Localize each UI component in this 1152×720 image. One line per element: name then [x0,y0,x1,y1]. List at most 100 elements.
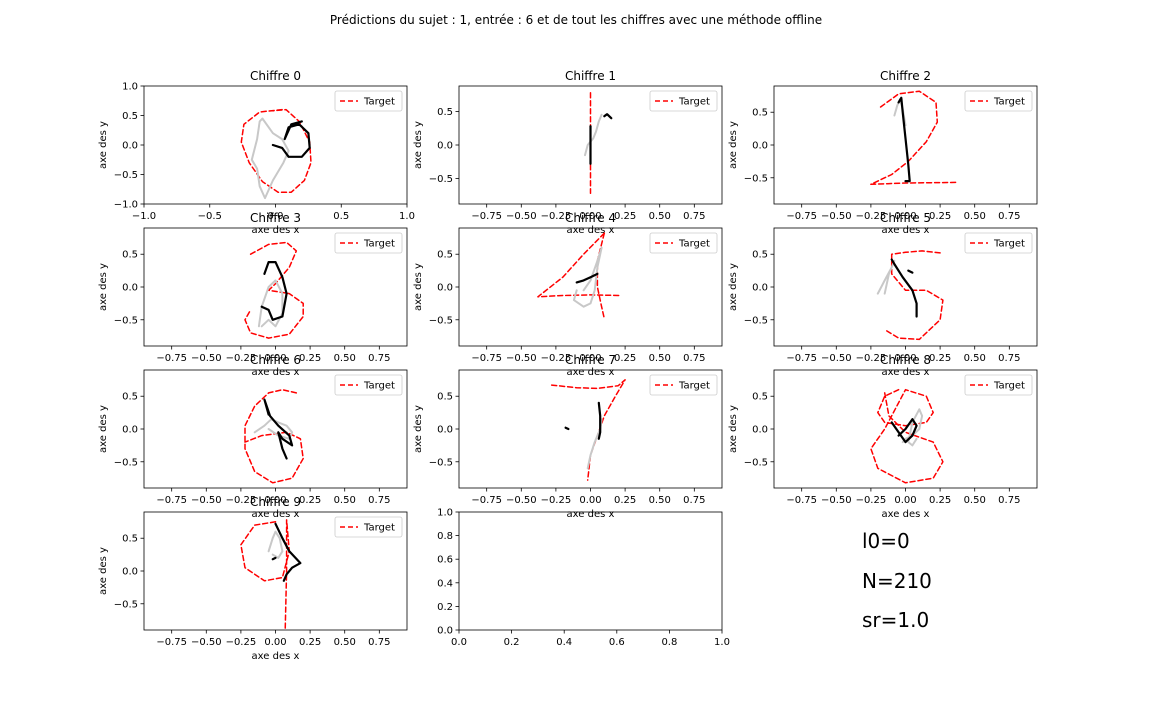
y-axis-label-7: axe des y [413,405,424,453]
legend-box-1 [649,90,718,112]
plot-area-5 [876,250,944,341]
y-axis-label-6: axe des y [98,405,109,453]
legend-label-4: Target [678,239,710,250]
plot-area-9 [240,519,302,630]
y-tick-label-2-0: 0.5 [752,108,768,119]
x-tick-label-9-0: −0.75 [156,637,187,648]
input-line-1-1 [584,113,603,157]
y-tick-label-0-2: 0.0 [122,141,138,152]
x-tick-label-0-3: 0.5 [333,211,349,222]
input-line-5-1 [876,259,896,295]
param-l0: l0=0 [862,529,910,553]
prediction-line-0-2 [271,120,311,158]
x-tick-label-2-1: −0.50 [821,211,852,222]
subplot-7: −0.75 −0.50 −0.25 0.00 0.25 0.50 0.75 0.5 0.0 −0.… [413,353,723,520]
parameter-annotations: l0=0 N=210 sr=1.0 [862,529,932,632]
prediction-line-6-2 [263,398,294,460]
x-tick-label-8-1: −0.50 [821,495,852,506]
x-tick-label-2-5: 0.50 [964,211,986,222]
param-n: N=210 [862,569,932,593]
y-tick-label-8-0: 0.5 [752,392,768,403]
prediction-line-7-2 [597,401,602,440]
x-tick-label-8-0: −0.75 [786,495,817,506]
y-tick-label-10-3: 0.6 [437,555,453,566]
x-tick-label-0-1: −0.5 [198,211,222,222]
legend-3: Target [334,232,403,254]
y-tick-label-5-2: −0.5 [744,315,768,326]
x-tick-label-1-4: 0.25 [614,211,636,222]
legend-box-3 [334,232,403,254]
x-tick-label-8-2: −0.25 [856,495,887,506]
y-tick-label-9-2: −0.5 [114,599,138,610]
target-line-0-0 [240,108,312,193]
x-tick-label-10-3: 0.6 [609,637,625,648]
legend-6: Target [334,374,403,396]
prediction-line-2-2 [897,96,911,183]
x-tick-label-9-2: −0.25 [226,637,257,648]
legend-box-0 [334,90,403,112]
legend-label-5: Target [993,239,1025,250]
x-tick-label-8-6: 0.75 [998,495,1020,506]
x-tick-label-8-5: 0.50 [964,495,986,506]
param-sr: sr=1.0 [862,608,929,632]
x-tick-label-2-2: −0.25 [856,211,887,222]
legend-8: Target [964,374,1033,396]
x-tick-label-6-2: −0.25 [226,495,257,506]
y-tick-label-7-2: −0.5 [429,457,453,468]
target-line-4-0 [537,232,622,298]
y-tick-label-7-0: 0.5 [437,392,453,403]
y-tick-label-3-2: −0.5 [114,315,138,326]
subplot-title-9: Chiffre 9 [250,495,301,509]
legend-label-2: Target [993,97,1025,108]
x-tick-label-4-5: 0.50 [649,353,671,364]
x-tick-label-4-3: 0.00 [579,353,601,364]
plot-area-7 [550,379,626,481]
y-axis-label-2: axe des y [728,121,739,169]
legend-2: Target [964,90,1033,112]
legend-9: Target [334,516,403,538]
y-axis-label-4: axe des y [413,263,424,311]
x-tick-label-1-5: 0.50 [649,211,671,222]
x-tick-label-7-3: 0.00 [579,495,601,506]
x-tick-label-6-3: 0.00 [264,495,286,506]
y-tick-label-0-3: −0.5 [114,170,138,181]
x-tick-label-5-6: 0.75 [998,353,1020,364]
y-tick-label-10-2: 0.4 [437,578,453,589]
x-tick-label-6-1: −0.50 [191,495,222,506]
input-line-8-1 [901,408,924,447]
x-axis-label-7: axe des x [567,509,615,520]
x-axis-label-3: axe des x [252,367,300,378]
input-line-3-1 [257,279,284,328]
x-axis-label-2: axe des x [882,225,930,236]
x-tick-label-5-0: −0.75 [786,353,817,364]
y-axis-label-8: axe des y [728,405,739,453]
x-tick-label-1-2: −0.25 [541,211,572,222]
x-tick-label-9-3: 0.00 [264,637,286,648]
prediction-line-5-2 [890,258,918,318]
x-tick-label-4-0: −0.75 [471,353,502,364]
subplot-0: −1.0 −0.5 0.0 0.5 1.0 1.0 0.5 0.0 −0.5 −1.0 axe de… [98,69,415,236]
subplot-3: −0.75 −0.50 −0.25 0.00 0.25 0.50 0.75 0.5 0.0 −0.… [98,211,408,378]
legend-box-5 [964,232,1033,254]
y-tick-label-10-4: 0.8 [437,531,453,542]
y-tick-label-2-1: 0.0 [752,141,768,152]
legend-label-9: Target [363,523,395,534]
prediction-line-8-2 [890,418,918,444]
x-tick-label-1-3: 0.00 [579,211,601,222]
x-tick-label-1-6: 0.75 [683,211,705,222]
y-tick-label-0-4: −1.0 [114,200,138,211]
x-tick-label-0-0: −1.0 [132,211,156,222]
target-line-2-0 [870,90,958,186]
legend-label-8: Target [993,381,1025,392]
x-tick-label-1-0: −0.75 [471,211,502,222]
x-tick-label-10-0: 0.0 [451,637,467,648]
x-tick-label-6-5: 0.50 [334,495,356,506]
x-tick-label-2-6: 0.75 [998,211,1020,222]
legend-1: Target [649,90,718,112]
legend-box-4 [649,232,718,254]
y-tick-label-3-1: 0.0 [122,283,138,294]
input-line-9-1 [267,530,284,559]
y-tick-label-6-2: −0.5 [114,457,138,468]
subplot-4: −0.75 −0.50 −0.25 0.00 0.25 0.50 0.75 0.5 0.0 −0.… [413,211,723,378]
